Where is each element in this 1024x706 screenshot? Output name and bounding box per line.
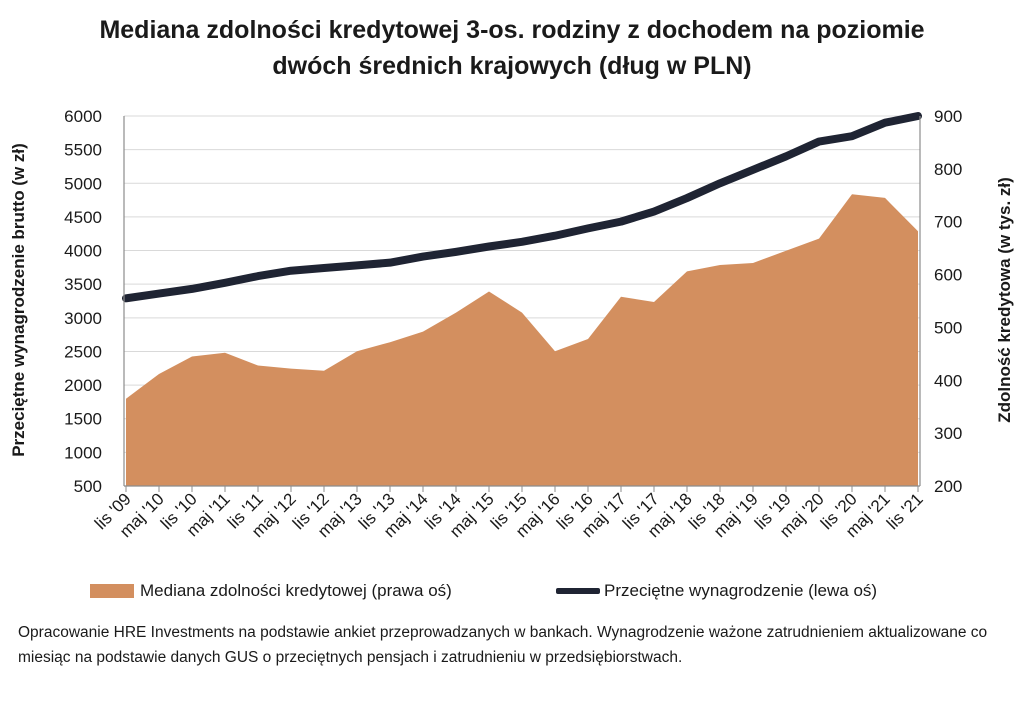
y-right-tick-label: 300	[934, 424, 962, 443]
y-left-tick-label: 3000	[64, 309, 102, 328]
source-note: Opracowanie HRE Investments na podstawie…	[18, 624, 988, 666]
legend-label-line: Przeciętne wynagrodzenie (lewa oś)	[604, 581, 878, 600]
chart-title-line-1: Mediana zdolności kredytowej 3-os. rodzi…	[99, 16, 925, 44]
y-left-tick-label: 2000	[64, 376, 102, 395]
legend-item-area: Mediana zdolności kredytowej (prawa oś)	[90, 576, 452, 606]
chart-title: Mediana zdolności kredytowej 3-os. rodzi…	[0, 12, 1024, 84]
y-axis-left-title: Przeciętne wynagrodzenie brutto (w zł)	[9, 143, 28, 457]
area-series-layer	[126, 194, 918, 486]
line-series-average-salary	[122, 112, 922, 303]
x-tick-label: lis '21	[883, 489, 927, 533]
y-axis-right-title: Zdolność kredytowa (w tys. zł)	[995, 177, 1014, 423]
y-left-tick-label: 1000	[64, 443, 102, 462]
y-left-tick-label: 4000	[64, 242, 102, 261]
legend: Mediana zdolności kredytowej (prawa oś) …	[90, 576, 990, 606]
legend-swatch-area	[90, 584, 134, 598]
legend-swatch-line	[556, 588, 600, 594]
y-right-tick-label: 700	[934, 213, 962, 232]
y-left-tick-label: 1500	[64, 410, 102, 429]
legend-item-line: Przeciętne wynagrodzenie (lewa oś)	[556, 576, 877, 606]
legend-label-area: Mediana zdolności kredytowej (prawa oś)	[140, 581, 452, 600]
y-left-tick-label: 5500	[64, 141, 102, 160]
y-left-tick-label: 5000	[64, 174, 102, 193]
y-right-tick-label: 400	[934, 371, 962, 390]
y-left-tick-label: 4500	[64, 208, 102, 227]
y-right-tick-label: 500	[934, 318, 962, 337]
y-right-tick-label: 900	[934, 107, 962, 126]
y-left-tick-label: 2500	[64, 342, 102, 361]
y-right-tick-label: 200	[934, 477, 962, 496]
y-left-tick-label: 500	[74, 477, 102, 496]
y-left-tick-label: 3500	[64, 275, 102, 294]
y-right-tick-label: 600	[934, 266, 962, 285]
line-series-layer	[122, 112, 922, 303]
chart-title-line-2: dwóch średnich krajowych (dług w PLN)	[272, 52, 752, 80]
y-left-tick-label: 6000	[64, 107, 102, 126]
y-right-tick-label: 800	[934, 160, 962, 179]
area-series-credit-capacity	[126, 194, 918, 486]
